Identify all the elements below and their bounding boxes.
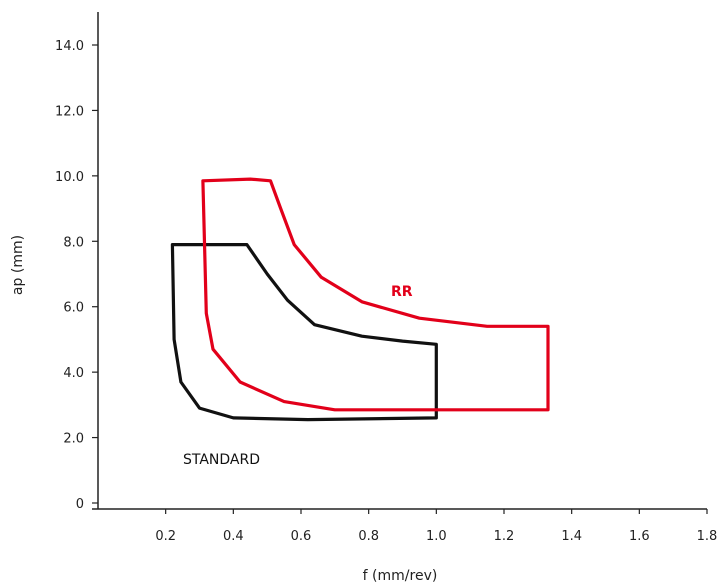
y-tick-label: 14.0 bbox=[55, 39, 84, 54]
x-tick-label: 0.6 bbox=[291, 529, 312, 544]
y-ticks: 0 2.0 4.0 6.0 8.0 10.0 12.0 14.0 bbox=[55, 39, 98, 512]
series-line-standard bbox=[170, 243, 438, 422]
x-tick-label: 1.6 bbox=[629, 529, 650, 544]
x-tick-label: 0.2 bbox=[155, 529, 176, 544]
x-tick-label: 0.8 bbox=[358, 529, 379, 544]
y-tick-label: 12.0 bbox=[55, 104, 84, 119]
y-tick-label: 10.0 bbox=[55, 170, 84, 185]
x-tick-label: 1.0 bbox=[426, 529, 447, 544]
x-tick-label: 1.8 bbox=[697, 529, 718, 544]
axes bbox=[92, 12, 707, 510]
x-tick-label: 1.2 bbox=[494, 529, 515, 544]
y-tick-label: 6.0 bbox=[63, 301, 84, 316]
series-layer bbox=[170, 177, 550, 422]
x-ticks: 0.2 0.4 0.6 0.8 1.0 1.2 1.4 1.6 1.8 bbox=[155, 509, 717, 544]
x-axis-title: f (mm/rev) bbox=[363, 568, 438, 584]
y-axis-title: ap (mm) bbox=[10, 235, 26, 295]
x-tick-label: 1.4 bbox=[561, 529, 582, 544]
series-line-rr bbox=[201, 177, 550, 412]
y-tick-label: 4.0 bbox=[63, 366, 84, 381]
y-tick-label: 2.0 bbox=[63, 432, 84, 447]
y-tick-label: 0 bbox=[76, 497, 84, 512]
x-tick-label: 0.4 bbox=[223, 529, 244, 544]
series-label-standard: STANDARD bbox=[183, 452, 260, 468]
series-label-rr: RR bbox=[391, 284, 413, 300]
y-tick-label: 8.0 bbox=[63, 235, 84, 250]
